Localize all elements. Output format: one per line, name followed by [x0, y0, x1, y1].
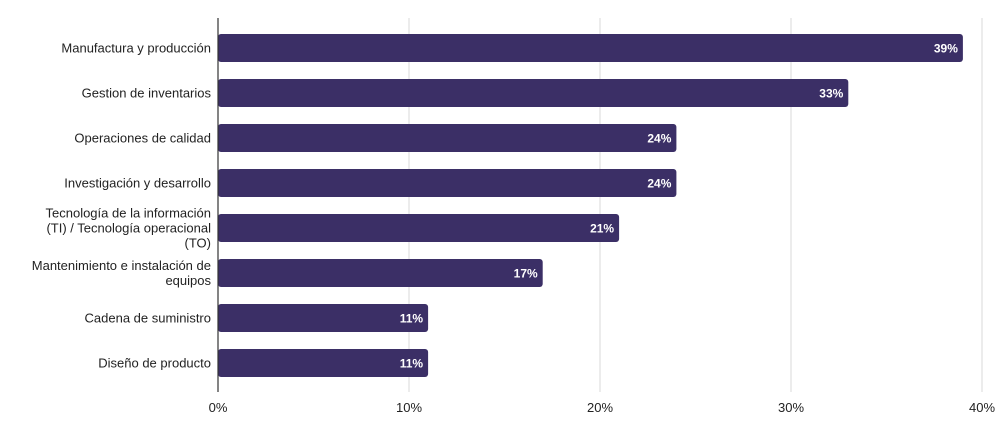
category-label: Cadena de suministro [85, 311, 211, 326]
data-label: 17% [514, 267, 538, 281]
category-label-line: Diseño de producto [98, 356, 211, 371]
bar [218, 259, 543, 287]
bar [218, 169, 677, 197]
category-label: Manufactura y producción [61, 41, 211, 56]
bar [218, 34, 963, 62]
x-tick-label: 10% [396, 400, 422, 415]
x-tick-label: 40% [969, 400, 995, 415]
data-label: 11% [400, 357, 424, 371]
category-label-line: (TI) / Tecnología operacional [46, 221, 211, 236]
category-label: Gestion de inventarios [82, 86, 212, 101]
grid-layer [408, 18, 983, 392]
category-label-line: Operaciones de calidad [74, 131, 211, 146]
category-label-line: (TO) [185, 236, 211, 251]
bars-layer [218, 34, 963, 377]
x-tick-label: 20% [587, 400, 613, 415]
x-tick-label: 0% [209, 400, 228, 415]
bar [218, 124, 677, 152]
data-label: 24% [647, 132, 671, 146]
labels-layer: 0% 10% 20% 30% 40% 39% Manufactura y producció… [32, 41, 996, 416]
category-label-line: equipos [165, 273, 211, 288]
category-label-line: Manufactura y producción [61, 41, 211, 56]
x-tick-label: 30% [778, 400, 804, 415]
data-label: 33% [819, 87, 843, 101]
category-label: Mantenimiento e instalación de equipos [32, 258, 212, 288]
category-label: Operaciones de calidad [74, 131, 211, 146]
bar [218, 214, 620, 242]
data-label: 11% [400, 312, 424, 326]
data-label: 24% [647, 177, 671, 191]
category-label-line: Investigación y desarrollo [64, 176, 211, 191]
category-label-line: Mantenimiento e instalación de [32, 258, 211, 273]
category-label: Diseño de producto [98, 356, 211, 371]
category-label-line: Tecnología de la información [46, 206, 212, 221]
data-label: 21% [590, 222, 614, 236]
bar [218, 79, 849, 107]
bar [218, 304, 429, 332]
bar [218, 349, 429, 377]
category-label: Tecnología de la información (TI) / Tecno… [46, 206, 212, 251]
category-label: Investigación y desarrollo [64, 176, 211, 191]
category-label-line: Gestion de inventarios [82, 86, 212, 101]
data-label: 39% [934, 42, 958, 56]
category-label-line: Cadena de suministro [85, 311, 211, 326]
